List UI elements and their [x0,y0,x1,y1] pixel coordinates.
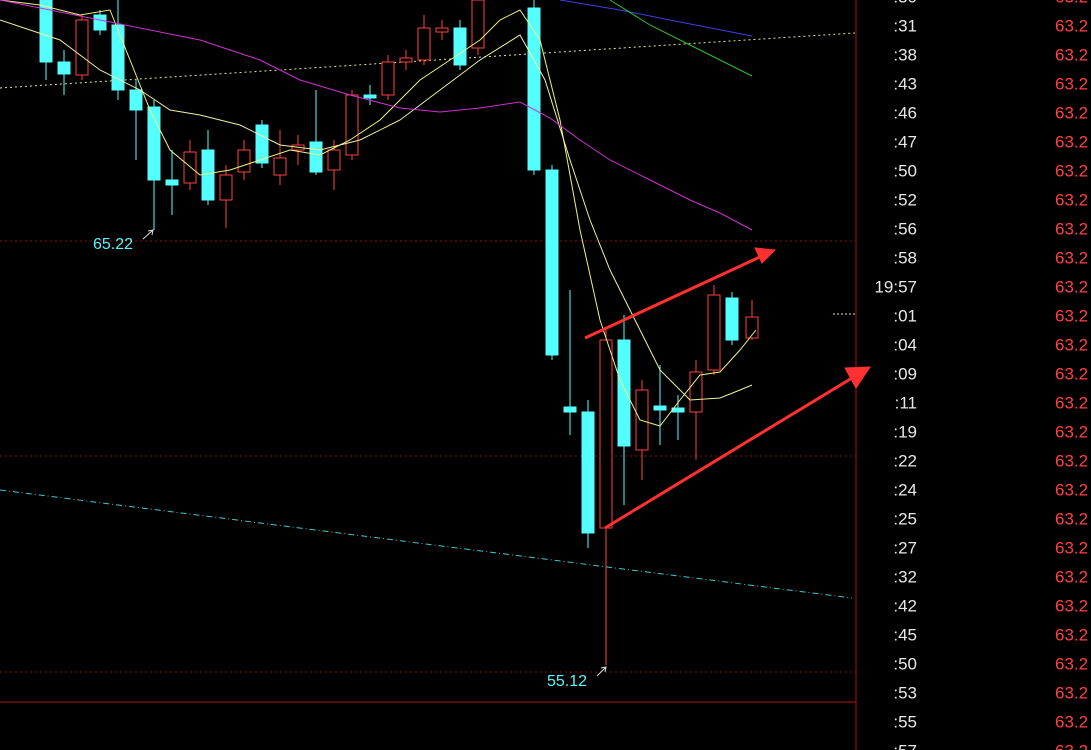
annotation: 55.12 [547,673,587,690]
price-label: 63.2 [1055,0,1088,6]
candle-body [165,179,179,186]
price-label: 63.2 [1055,538,1088,557]
tick-list: :30 :31 :38 :43 :46 :47 :50 :52 :56 :58 19:57 :01 :0… [874,0,1088,750]
candle-body [75,19,89,76]
time-label: :24 [893,480,917,499]
candle-body [57,61,71,75]
candle-body [563,406,577,413]
candle-body [545,169,559,356]
time-label: :42 [893,596,917,615]
candle-body [327,149,341,171]
price-label: 63.2 [1055,248,1088,267]
candle-body [129,89,143,111]
candle-body [617,339,631,447]
time-label: :31 [893,16,917,35]
price-label: 63.2 [1055,509,1088,528]
candle-body [399,57,413,63]
candle-body [237,149,251,173]
time-label: :27 [893,538,917,557]
candle-body [725,297,739,341]
moving-averages [0,0,757,427]
time-label: :01 [893,306,917,325]
time-label: :46 [893,103,917,122]
candle-body [273,157,287,176]
price-label: 63.2 [1055,596,1088,615]
time-label: 19:57 [874,277,917,296]
price-label: 63.2 [1055,654,1088,673]
candle-body [219,174,233,201]
time-label: :38 [893,45,917,64]
candle-body [255,124,269,164]
time-label: :09 [893,364,917,383]
price-label: 63.2 [1055,712,1088,731]
candle-body [39,0,53,63]
time-label: :25 [893,509,917,528]
candle-body [471,0,485,49]
price-label: 63.2 [1055,45,1088,64]
time-label: :57 [893,741,917,750]
time-label: :47 [893,132,917,151]
time-label: :19 [893,422,917,441]
time-label: :04 [893,335,917,354]
price-label: 63.2 [1055,306,1088,325]
candles [39,0,759,665]
candle-body [581,411,595,534]
price-label: 63.2 [1055,190,1088,209]
time-label: :52 [893,190,917,209]
price-label: 63.2 [1055,277,1088,296]
candle-body [527,7,541,171]
price-label: 63.2 [1055,480,1088,499]
price-label: 63.2 [1055,683,1088,702]
time-label: :22 [893,451,917,470]
time-label: :11 [895,393,917,412]
candle-body [111,24,125,91]
candle-body [183,151,197,184]
price-label: 63.2 [1055,393,1088,412]
candle-body [689,371,703,413]
time-label: :58 [893,248,917,267]
candle-body [417,27,431,61]
price-label: 63.2 [1055,567,1088,586]
candle-body [363,94,377,99]
time-label: :32 [893,567,917,586]
annotation: 65.22 [93,236,133,253]
price-label: 63.2 [1055,741,1088,750]
candle-body [201,149,215,201]
time-label: :50 [893,161,917,180]
candle-body [93,14,107,31]
time-label: :53 [893,683,917,702]
candle-body [309,141,323,173]
time-label: :50 [893,654,917,673]
time-label: :43 [893,74,917,93]
label-pointers [142,229,607,677]
price-label: 63.2 [1055,74,1088,93]
time-label: :30 [893,0,917,6]
time-label: :56 [893,219,917,238]
time-label: :45 [893,625,917,644]
time-label: :55 [893,712,917,731]
candle-body [653,405,667,411]
price-label: 63.2 [1055,335,1088,354]
candle-body [147,106,161,181]
price-label: 63.2 [1055,16,1088,35]
price-label: 63.2 [1055,625,1088,644]
price-label: 63.2 [1055,364,1088,383]
candle-body [635,389,649,451]
price-label: 63.2 [1055,161,1088,180]
candle-body [707,294,721,371]
candle-body [381,61,395,96]
candle-body [599,339,613,529]
price-label: 63.2 [1055,132,1088,151]
trend-line [0,489,853,599]
price-label: 63.2 [1055,103,1088,122]
price-label: 63.2 [1055,451,1088,470]
candle-body [745,316,759,339]
candle-body [435,27,449,33]
arrows [584,247,871,530]
candle-body [345,94,359,156]
price-label: 63.2 [1055,422,1088,441]
candle-body [453,27,467,66]
price-label: 63.2 [1055,219,1088,238]
